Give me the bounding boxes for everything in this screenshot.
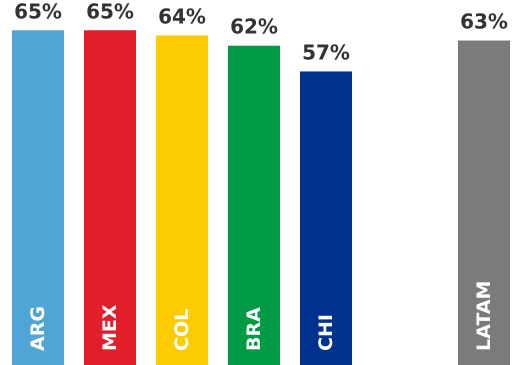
bar-bra [228, 45, 280, 365]
bar-col [156, 35, 208, 365]
value-label-latam: 63% [460, 10, 508, 34]
category-label-mex: MEX [99, 304, 121, 351]
value-label-mex: 65% [86, 0, 134, 23]
value-label-arg: 65% [14, 0, 62, 23]
category-label-latam: LATAM [473, 281, 495, 351]
bar-latam [458, 40, 510, 365]
value-label-chi: 57% [302, 40, 350, 64]
category-label-arg: ARG [27, 306, 49, 351]
bar-chi [300, 71, 352, 365]
category-label-chi: CHI [315, 314, 337, 351]
value-label-bra: 62% [230, 15, 278, 39]
bar-arg [12, 30, 64, 365]
value-label-col: 64% [158, 4, 206, 28]
bar-mex [84, 30, 136, 365]
category-label-col: COL [171, 309, 193, 351]
category-label-bra: BRA [243, 307, 265, 351]
